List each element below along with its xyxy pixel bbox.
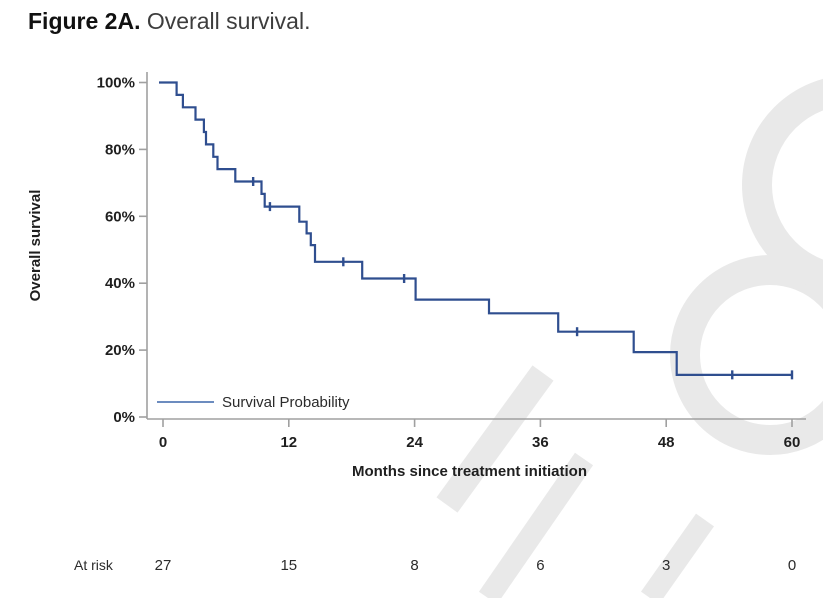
y-tick-label: 0%	[113, 409, 135, 426]
y-tick-label: 20%	[105, 342, 135, 359]
at-risk-count: 8	[410, 557, 418, 574]
x-tick-label: 0	[159, 434, 167, 451]
x-axis-title: Months since treatment initiation	[352, 463, 587, 480]
x-tick-label: 12	[280, 434, 297, 451]
at-risk-count: 3	[662, 557, 670, 574]
y-tick-label: 40%	[105, 275, 135, 292]
watermark-letter-ring	[670, 255, 823, 455]
x-tick-label: 36	[532, 434, 549, 451]
survival-curve	[159, 81, 792, 376]
legend-label: Survival Probability	[222, 394, 350, 411]
figure-title: Figure 2A. Overall survival.	[28, 6, 310, 36]
x-tick-label: 24	[406, 434, 423, 451]
y-axis-title: Overall survival	[27, 190, 44, 302]
watermark-stroke	[436, 365, 554, 513]
watermark-stroke	[478, 452, 594, 598]
at-risk-label: At risk	[74, 557, 114, 573]
at-risk-count: 6	[536, 557, 544, 574]
figure-label: Figure 2A.	[28, 8, 141, 34]
x-tick-label: 48	[658, 434, 675, 451]
x-tick-label: 60	[784, 434, 801, 451]
at-risk-count: 27	[155, 557, 172, 574]
at-risk-count: 15	[280, 557, 297, 574]
watermark-stroke	[641, 513, 714, 598]
watermark-letter-ring	[742, 79, 823, 291]
figure-caption: Overall survival.	[146, 8, 311, 34]
y-tick-label: 60%	[105, 208, 135, 225]
y-tick-label: 100%	[97, 75, 135, 92]
y-tick-label: 80%	[105, 141, 135, 158]
at-risk-count: 0	[788, 557, 796, 574]
